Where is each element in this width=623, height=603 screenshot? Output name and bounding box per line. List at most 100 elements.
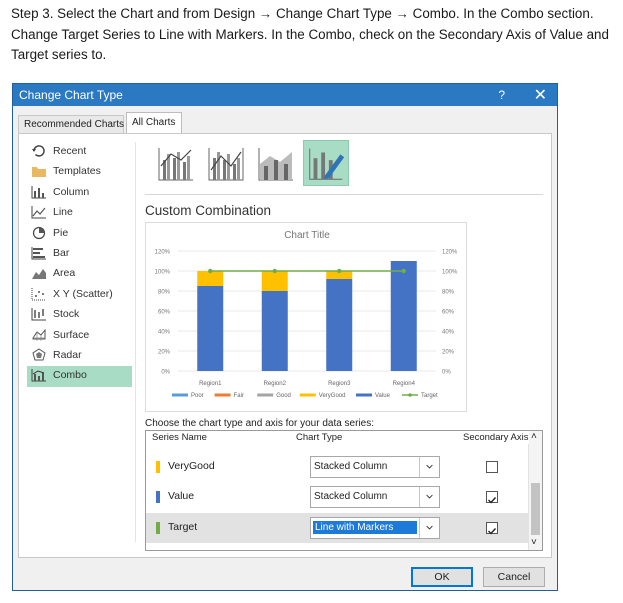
tab-recommended-charts[interactable]: Recommended Charts: [18, 115, 124, 134]
chart-type-label: Stock: [53, 308, 80, 321]
chart-type-label: Area: [53, 267, 76, 280]
series-name: Value: [168, 490, 195, 502]
tab-all-charts[interactable]: All Charts: [126, 112, 182, 134]
stacked-area-column-thumbnail[interactable]: [253, 140, 299, 186]
line-chart-icon: [31, 206, 46, 219]
secondary-y-tick-label: 80%: [442, 290, 455, 296]
series-row-value: Value Stacked Column: [146, 482, 529, 512]
series-color-swatch: [156, 491, 160, 503]
secondary-axis-checkbox-checked[interactable]: [486, 522, 498, 535]
chart-type-surface[interactable]: Surface: [27, 326, 132, 346]
chart-type-label: Pie: [53, 226, 69, 239]
all-charts-panel: Recent Templates Column Line Pie Bar: [18, 133, 552, 558]
ok-button[interactable]: OK: [411, 567, 473, 587]
chevron-down-icon[interactable]: [419, 487, 439, 507]
dropdown-value: Stacked Column: [314, 461, 388, 472]
chart-type-recent[interactable]: Recent: [27, 142, 132, 162]
series-table-scrollbar[interactable]: ˄ ˅: [528, 431, 542, 550]
stock-chart-icon: [31, 308, 46, 321]
chart-type-dropdown[interactable]: Line with Markers: [310, 517, 440, 539]
legend-swatch: [257, 393, 274, 397]
secondary-axis-checkbox-checked[interactable]: [486, 491, 498, 504]
chart-type-dropdown[interactable]: Stacked Column: [310, 486, 440, 508]
series-name-header: Series Name: [152, 432, 207, 443]
series-name: Target: [168, 521, 198, 533]
chart-type-label: Recent: [53, 145, 87, 157]
secondary-y-tick-label: 0%: [442, 370, 451, 376]
help-button[interactable]: ?: [498, 88, 505, 102]
x-axis-ticks: Region1 Region2 Region3 Region4: [199, 381, 416, 387]
chart-type-label: Radar: [53, 348, 82, 361]
bar-value: [326, 279, 353, 371]
secondary-y-axis-ticks: 0% 20% 40% 60% 80% 100% 120%: [442, 250, 458, 376]
chart-type-label: Bar: [53, 246, 70, 259]
secondary-y-tick-label: 40%: [442, 330, 455, 336]
chart-type-combo[interactable]: Combo: [27, 366, 132, 387]
chevron-down-icon[interactable]: [419, 457, 439, 477]
secondary-y-tick-label: 100%: [442, 270, 458, 276]
bar-value: [390, 261, 417, 371]
legend-swatch: [299, 393, 316, 397]
instruction-text: Step 3. Select the Chart and from Design…: [11, 6, 609, 62]
chart-type-templates[interactable]: Templates: [27, 162, 132, 182]
chart-type-scatter[interactable]: X Y (Scatter): [27, 285, 132, 305]
legend-label: Value: [375, 393, 391, 399]
legend-swatch: [172, 393, 188, 397]
x-tick-label: Region3: [328, 381, 351, 387]
chart-title: Chart Title: [284, 230, 330, 241]
target-marker: [401, 268, 406, 274]
recent-icon: [32, 145, 45, 157]
chart-type-area[interactable]: Area: [27, 264, 132, 284]
dialog-title: Change Chart Type: [19, 88, 123, 102]
y-tick-label: 100%: [155, 270, 171, 276]
scrollbar-thumb[interactable]: [531, 483, 540, 535]
secondary-y-tick-label: 60%: [442, 310, 455, 316]
change-chart-type-dialog: Change Chart Type ? ✕ Recommended Charts…: [12, 83, 558, 591]
target-line: [208, 268, 406, 274]
chevron-down-icon[interactable]: [419, 518, 439, 538]
combo-chart-icon: [31, 369, 46, 382]
x-tick-label: Region2: [264, 381, 287, 387]
chart-type-line[interactable]: Line: [27, 203, 132, 223]
legend-label: Good: [276, 393, 291, 399]
chart-type-list: Recent Templates Column Line Pie Bar: [27, 142, 132, 387]
y-tick-label: 40%: [158, 330, 171, 336]
clustered-column-line-secondary-thumbnail[interactable]: [203, 140, 249, 186]
y-tick-label: 80%: [158, 290, 171, 296]
chart-type-bar[interactable]: Bar: [27, 244, 132, 264]
close-button[interactable]: ✕: [533, 87, 547, 104]
checkmark-icon: [488, 497, 497, 504]
area-chart-icon: [32, 269, 46, 280]
custom-combination-thumbnail[interactable]: [303, 140, 349, 186]
secondary-axis-checkbox[interactable]: [486, 461, 498, 473]
chart-type-label: Surface: [53, 328, 90, 341]
chart-type-label: Combo: [53, 369, 87, 382]
scatter-chart-icon: [31, 287, 46, 301]
checkmark-icon: [488, 528, 497, 535]
legend-swatch: [356, 393, 372, 397]
series-name: VeryGood: [168, 460, 215, 472]
legend-swatch: [214, 393, 231, 397]
scroll-down-icon[interactable]: ˅: [531, 537, 537, 548]
chart-type-dropdown[interactable]: Stacked Column: [310, 456, 440, 478]
chart-type-header: Chart Type: [296, 432, 343, 443]
chart-type-column[interactable]: Column: [27, 183, 132, 203]
templates-folder-icon: [32, 167, 46, 178]
chart-type-radar[interactable]: Radar: [27, 346, 132, 366]
chart-preview-svg: Chart Title 0% 20% 40% 60% 80% 100% 120% 0% 20%…: [155, 230, 458, 399]
legend-label: Poor: [191, 393, 204, 399]
series-color-swatch: [156, 461, 160, 473]
panel-divider: [135, 142, 136, 542]
y-tick-label: 60%: [158, 310, 171, 316]
clustered-column-line-thumbnail[interactable]: [153, 140, 199, 186]
chart-type-stock[interactable]: Stock: [27, 305, 132, 325]
series-color-swatch: [156, 522, 160, 534]
series-table-header: Series Name Chart Type Secondary Axis: [146, 431, 529, 444]
secondary-y-tick-label: 120%: [442, 250, 458, 256]
column-chart-icon: [31, 185, 46, 199]
scroll-up-icon[interactable]: ˄: [531, 431, 537, 442]
bar-verygood: [326, 271, 353, 279]
chart-type-pie[interactable]: Pie: [27, 224, 132, 244]
secondary-axis-header: Secondary Axis: [463, 432, 529, 443]
cancel-button[interactable]: Cancel: [483, 567, 545, 587]
